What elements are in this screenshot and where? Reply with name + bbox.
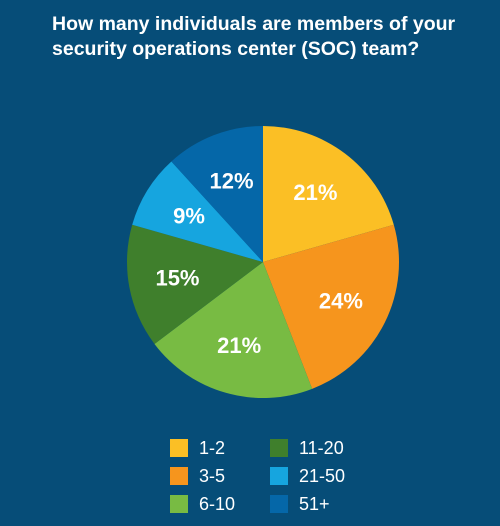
legend-label-1-2: 1-2 xyxy=(199,437,226,458)
legend-item-11-20: 11-20 xyxy=(270,436,380,460)
pie-slice-6-10 xyxy=(154,262,313,398)
legend-label-21-50: 21-50 xyxy=(299,465,346,486)
legend-swatch-6-10 xyxy=(170,495,188,513)
legend-label-51-plus: 51+ xyxy=(299,493,330,514)
data-label-1-2: 21% xyxy=(293,180,337,205)
legend-item-6-10: 6-10 xyxy=(170,492,270,516)
data-label-21-50: 9% xyxy=(173,204,205,229)
pie-slice-3-5 xyxy=(263,224,399,389)
legend-swatch-11-20 xyxy=(270,439,288,457)
legend-item-51-plus: 51+ xyxy=(270,492,380,516)
legend-label-11-20: 11-20 xyxy=(299,437,344,458)
legend-swatch-21-50 xyxy=(270,467,288,485)
pie-slice-11-20 xyxy=(126,224,263,344)
data-label-6-10: 21% xyxy=(217,333,261,358)
chart-title: How many individuals are members of your… xyxy=(52,13,456,60)
legend-swatch-1-2 xyxy=(170,439,188,457)
pie-slice-21-50 xyxy=(132,161,263,262)
legend-swatch-51-plus xyxy=(270,495,288,513)
chart-legend: 1-2 11-20 3-5 21-50 6-10 51+ xyxy=(170,436,380,516)
data-label-11-20: 15% xyxy=(155,265,199,290)
legend-label-6-10: 6-10 xyxy=(199,493,236,514)
legend-item-3-5: 3-5 xyxy=(170,464,270,488)
data-label-3-5: 24% xyxy=(319,288,363,313)
legend-item-21-50: 21-50 xyxy=(270,464,380,488)
legend-label-3-5: 3-5 xyxy=(199,465,226,486)
pie-slice-1-2 xyxy=(263,126,394,262)
legend-item-1-2: 1-2 xyxy=(170,436,270,460)
data-label-51-plus: 12% xyxy=(210,168,254,193)
pie-slice-51-plus xyxy=(171,126,263,262)
legend-swatch-3-5 xyxy=(170,467,188,485)
